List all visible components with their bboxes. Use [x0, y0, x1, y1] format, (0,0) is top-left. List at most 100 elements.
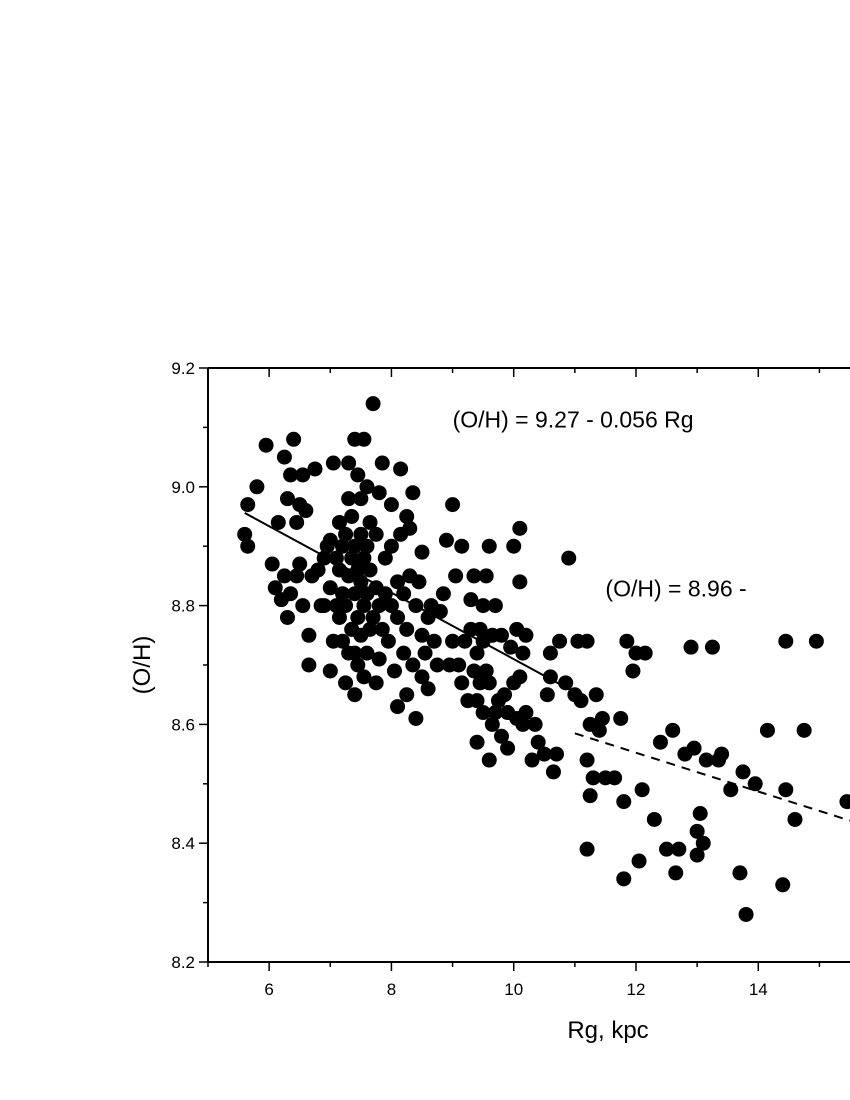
data-point — [356, 598, 372, 614]
data-point — [448, 568, 464, 584]
data-point — [558, 675, 574, 691]
y-tick-label: 9.0 — [171, 478, 195, 497]
data-point — [362, 514, 378, 530]
data-point — [607, 770, 623, 786]
data-point — [316, 598, 332, 614]
data-point — [316, 550, 332, 566]
data-point — [475, 598, 491, 614]
data-point — [515, 716, 531, 732]
data-point — [594, 710, 610, 726]
x-tick-label: 8 — [387, 980, 396, 999]
data-point — [270, 514, 286, 530]
data-point — [435, 586, 451, 602]
data-point — [585, 770, 601, 786]
data-point — [350, 562, 366, 578]
data-point — [704, 639, 720, 655]
data-point — [331, 514, 347, 530]
data-point — [545, 764, 561, 780]
y-axis-title: (O/H) — [129, 636, 156, 695]
data-point — [356, 550, 372, 566]
data-point — [399, 509, 415, 524]
data-point — [472, 621, 488, 637]
y-tick-label: 8.2 — [171, 953, 195, 972]
data-point — [561, 550, 577, 566]
data-point — [530, 734, 546, 750]
data-point — [723, 782, 739, 798]
data-point — [371, 485, 387, 501]
data-point — [365, 396, 381, 412]
data-point — [328, 550, 344, 566]
x-tick-label: 14 — [749, 980, 768, 999]
data-point — [591, 722, 607, 738]
data-point — [295, 467, 311, 483]
data-point — [469, 734, 485, 750]
data-point — [356, 431, 372, 447]
data-point — [573, 693, 589, 709]
data-point — [301, 657, 317, 673]
data-point — [350, 467, 366, 483]
data-point — [341, 455, 357, 471]
data-point — [276, 568, 292, 584]
data-point — [579, 633, 595, 649]
data-point — [338, 598, 354, 614]
data-point — [402, 520, 418, 536]
data-point — [778, 633, 794, 649]
data-point — [515, 645, 531, 661]
data-point — [279, 491, 295, 507]
data-point — [279, 609, 295, 625]
data-point — [518, 627, 534, 643]
data-point — [408, 598, 424, 614]
data-point — [512, 669, 528, 685]
data-point — [732, 865, 748, 881]
data-point — [497, 687, 513, 703]
data-point — [344, 509, 360, 524]
data-point — [368, 526, 384, 542]
data-point — [286, 431, 302, 447]
data-point — [634, 782, 650, 798]
data-point — [405, 485, 421, 501]
data-point — [686, 740, 702, 756]
y-tick-label: 8.6 — [171, 715, 195, 734]
data-point — [420, 681, 436, 697]
data-point — [325, 455, 341, 471]
data-point — [738, 906, 754, 922]
data-point — [787, 811, 803, 827]
x-axis: 6 8 10 12 14 — [207, 368, 821, 999]
data-point — [264, 556, 280, 572]
data-point — [542, 645, 558, 661]
data-point — [466, 663, 482, 679]
data-point — [399, 687, 415, 703]
data-point — [390, 699, 406, 715]
data-point — [487, 598, 503, 614]
data-point — [512, 520, 528, 536]
data-point — [631, 853, 647, 869]
data-point — [457, 633, 473, 649]
data-point — [438, 532, 454, 548]
data-point — [646, 811, 662, 827]
data-point — [322, 663, 338, 679]
data-point — [420, 609, 436, 625]
data-point — [714, 746, 730, 762]
data-point — [322, 580, 338, 596]
data-point — [503, 639, 519, 655]
data-point — [487, 705, 503, 721]
data-point — [335, 633, 351, 649]
data-point — [665, 722, 681, 738]
data-point — [331, 609, 347, 625]
data-point — [374, 455, 390, 471]
data-point — [839, 794, 850, 810]
data-point — [359, 479, 375, 495]
data-point — [469, 693, 485, 709]
data-point — [335, 586, 351, 602]
data-point — [637, 645, 653, 661]
data-point — [383, 497, 399, 513]
data-point — [276, 449, 292, 465]
data-point — [493, 728, 509, 744]
data-point — [625, 663, 641, 679]
data-point — [582, 788, 598, 804]
data-point — [405, 657, 421, 673]
data-point — [383, 538, 399, 554]
data-point — [374, 621, 390, 637]
fit-equation-solid: (O/H) = 9.27 - 0.056 Rg — [453, 406, 694, 432]
